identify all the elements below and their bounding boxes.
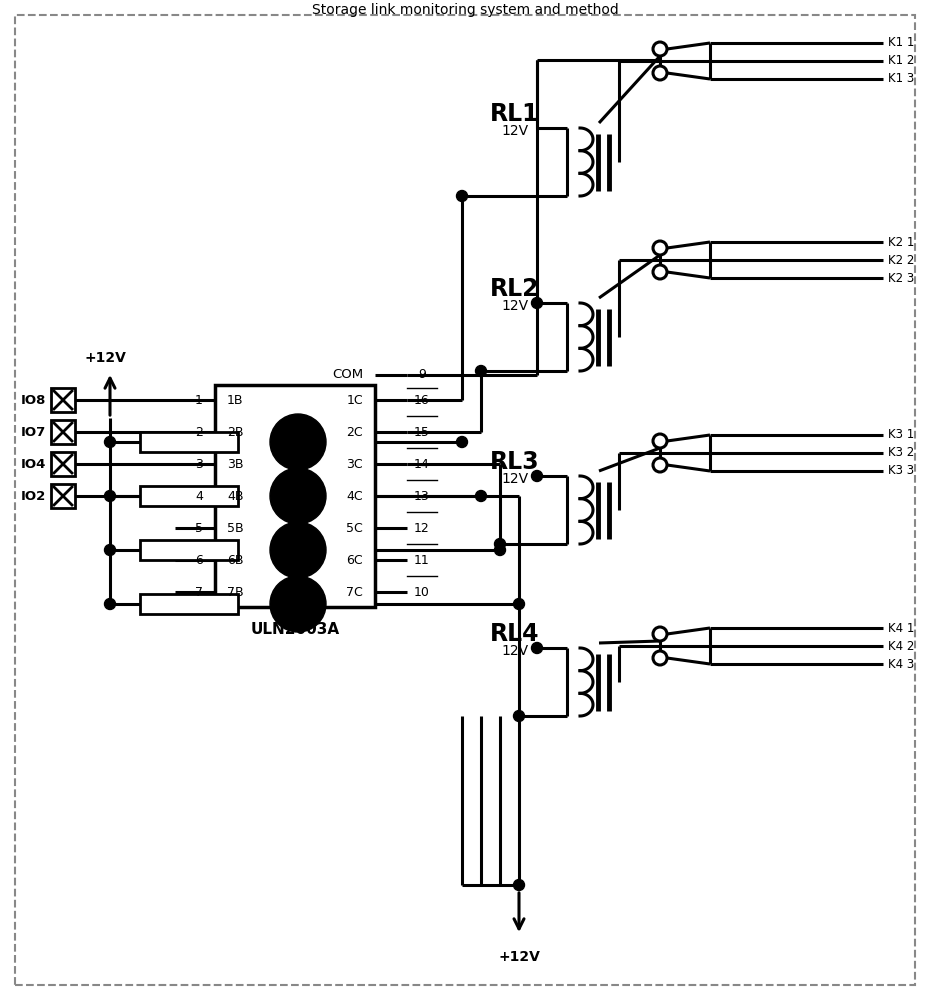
Text: RL2: RL2 xyxy=(490,277,539,301)
Circle shape xyxy=(653,651,667,665)
Text: COM: COM xyxy=(332,368,363,381)
Circle shape xyxy=(653,627,667,641)
Text: 7B: 7B xyxy=(227,585,244,598)
Text: 11: 11 xyxy=(414,554,430,566)
Circle shape xyxy=(513,880,525,890)
Circle shape xyxy=(270,522,326,578)
Circle shape xyxy=(457,190,468,202)
Text: RL4: RL4 xyxy=(490,622,539,646)
Text: K4 3: K4 3 xyxy=(888,658,914,670)
Text: 3C: 3C xyxy=(346,458,363,471)
Circle shape xyxy=(104,598,115,609)
Text: K2 3: K2 3 xyxy=(888,271,914,284)
Text: 1C: 1C xyxy=(346,393,363,406)
Circle shape xyxy=(653,241,667,255)
Circle shape xyxy=(513,710,525,722)
Circle shape xyxy=(532,471,542,482)
Text: 4: 4 xyxy=(195,489,203,502)
Bar xyxy=(215,385,375,607)
Circle shape xyxy=(653,434,667,448)
Text: 12V: 12V xyxy=(501,124,528,138)
Text: 16: 16 xyxy=(414,393,430,406)
Circle shape xyxy=(653,265,667,279)
Text: IO2: IO2 xyxy=(20,489,46,502)
Text: 6C: 6C xyxy=(346,554,363,566)
Circle shape xyxy=(495,538,506,550)
Circle shape xyxy=(270,414,326,470)
Text: IO4: IO4 xyxy=(20,458,46,471)
Text: 12V: 12V xyxy=(501,299,528,313)
Circle shape xyxy=(270,468,326,524)
Circle shape xyxy=(532,643,542,654)
Circle shape xyxy=(104,436,115,448)
Text: K1 3: K1 3 xyxy=(888,73,914,86)
Circle shape xyxy=(532,298,542,308)
Text: +12V: +12V xyxy=(498,950,540,964)
Text: K4 2: K4 2 xyxy=(888,640,914,652)
Text: 13: 13 xyxy=(414,489,430,502)
Text: K3 3: K3 3 xyxy=(888,464,914,478)
Text: +12V: +12V xyxy=(84,351,126,365)
Text: 4B: 4B xyxy=(227,489,244,502)
Bar xyxy=(140,594,238,614)
Text: K2 1: K2 1 xyxy=(888,235,914,248)
Circle shape xyxy=(475,490,486,502)
Text: 4C: 4C xyxy=(346,489,363,502)
Circle shape xyxy=(457,436,468,448)
Text: 3B: 3B xyxy=(227,458,244,471)
Bar xyxy=(140,432,238,452)
Text: 6: 6 xyxy=(195,554,203,566)
Circle shape xyxy=(270,576,326,632)
Text: 9: 9 xyxy=(418,368,426,381)
Bar xyxy=(51,388,75,412)
Text: ULN2003A: ULN2003A xyxy=(250,621,339,637)
Text: K2 2: K2 2 xyxy=(888,253,914,266)
Circle shape xyxy=(104,490,115,502)
Bar xyxy=(51,484,75,508)
Text: 5C: 5C xyxy=(346,522,363,534)
Circle shape xyxy=(653,42,667,56)
Text: 15: 15 xyxy=(414,426,430,438)
Circle shape xyxy=(495,544,506,556)
Bar xyxy=(51,420,75,444)
Text: 6B: 6B xyxy=(227,554,244,566)
Text: Storage link monitoring system and method: Storage link monitoring system and metho… xyxy=(312,3,618,17)
Text: IO8: IO8 xyxy=(20,393,46,406)
Text: 1B: 1B xyxy=(227,393,244,406)
Text: RL1: RL1 xyxy=(490,102,539,126)
Circle shape xyxy=(104,544,115,556)
Text: RL3: RL3 xyxy=(490,450,539,474)
Text: 2C: 2C xyxy=(346,426,363,438)
Text: 5: 5 xyxy=(195,522,203,534)
Text: 1: 1 xyxy=(195,393,203,406)
Text: K4 1: K4 1 xyxy=(888,621,914,635)
Circle shape xyxy=(475,365,486,376)
Text: 10: 10 xyxy=(414,585,430,598)
Text: 12: 12 xyxy=(414,522,430,534)
Text: K3 2: K3 2 xyxy=(888,446,914,460)
Circle shape xyxy=(653,458,667,472)
Circle shape xyxy=(513,598,525,609)
Text: 12V: 12V xyxy=(501,644,528,658)
Circle shape xyxy=(653,66,667,80)
Text: 3: 3 xyxy=(195,458,203,471)
Bar xyxy=(140,540,238,560)
Text: 5B: 5B xyxy=(227,522,244,534)
Text: IO7: IO7 xyxy=(20,426,46,438)
Text: 14: 14 xyxy=(414,458,430,471)
Text: 2: 2 xyxy=(195,426,203,438)
Text: 2B: 2B xyxy=(227,426,244,438)
Text: 12V: 12V xyxy=(501,472,528,486)
Bar xyxy=(140,486,238,506)
Bar xyxy=(51,452,75,476)
Text: K1 2: K1 2 xyxy=(888,54,914,68)
Text: 7: 7 xyxy=(195,585,203,598)
Text: K1 1: K1 1 xyxy=(888,36,914,49)
Text: K3 1: K3 1 xyxy=(888,428,914,442)
Text: 7C: 7C xyxy=(346,585,363,598)
